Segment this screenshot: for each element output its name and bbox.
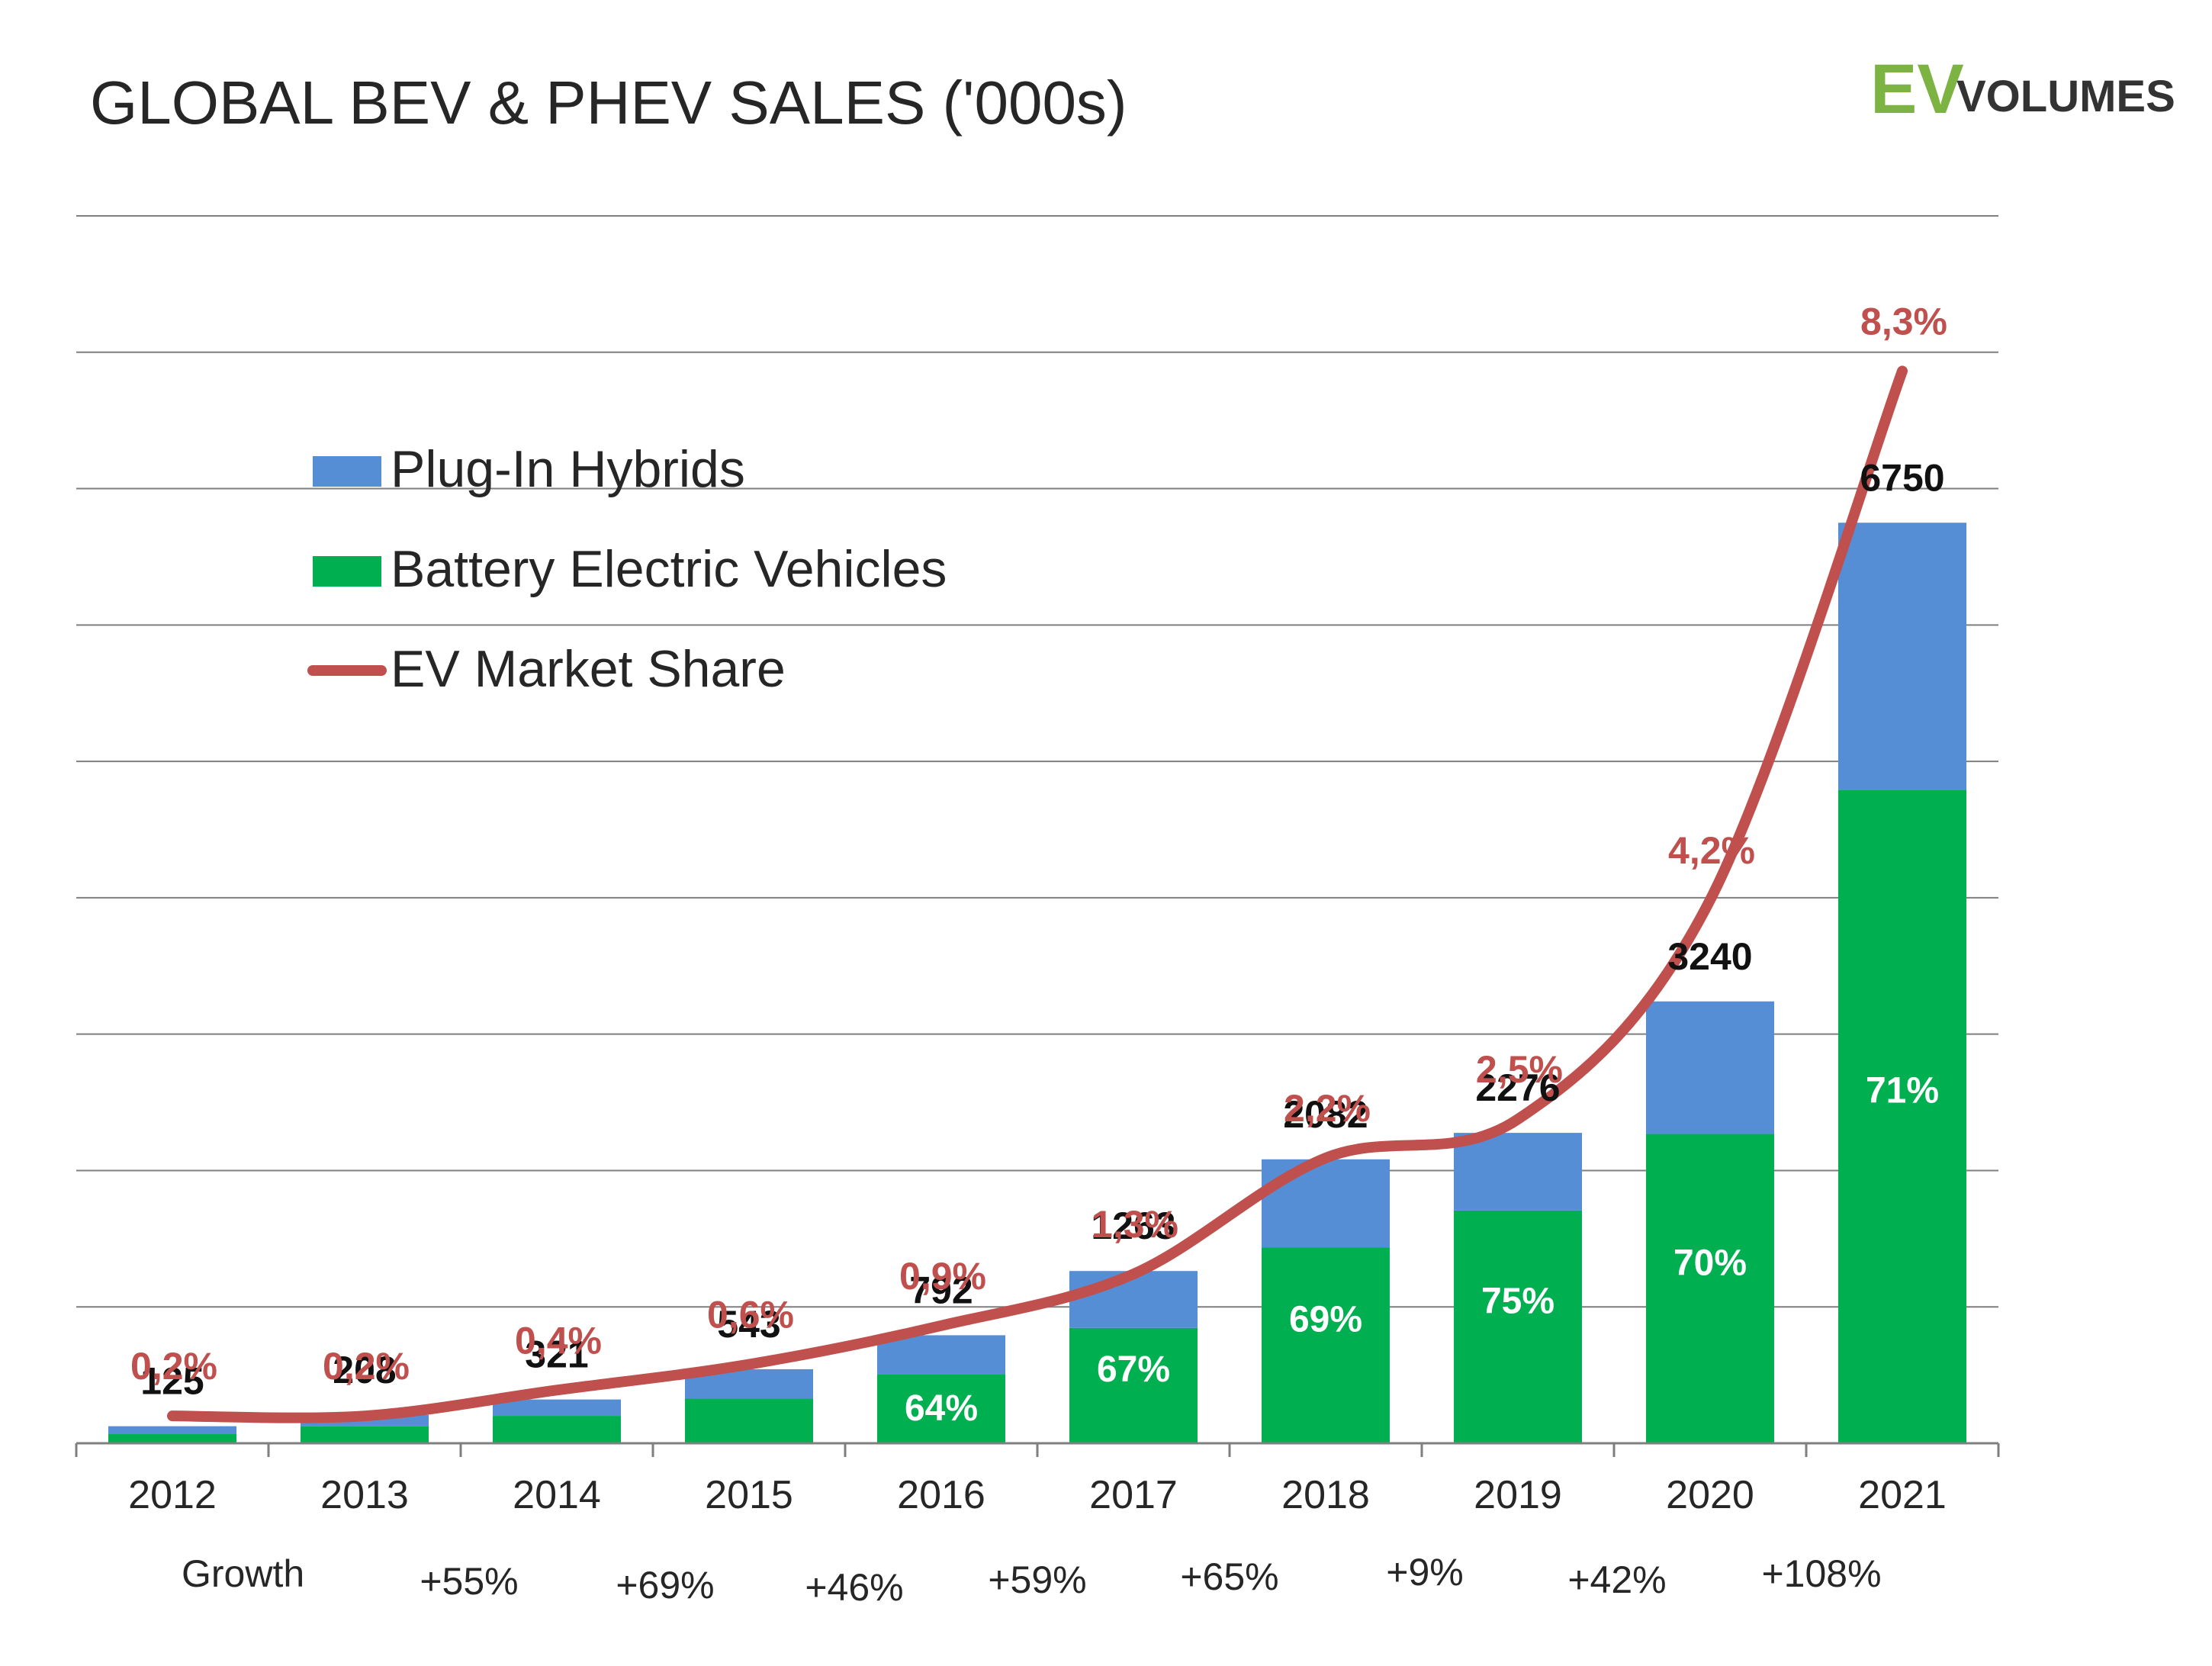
- market-share-line: [167, 365, 1908, 1423]
- bar-bev-2016: [877, 1374, 1005, 1443]
- bar-bev-2015: [685, 1398, 813, 1443]
- legend-swatch-bev: [313, 556, 381, 587]
- x-tick-label: 2013: [320, 1473, 409, 1517]
- total-label: 2276: [1475, 1066, 1560, 1109]
- market-share-label: 1,3%: [1092, 1203, 1178, 1246]
- market-share-label: 0,2%: [323, 1345, 410, 1388]
- gridlines: [76, 215, 1998, 1308]
- total-label: 3240: [1667, 935, 1752, 978]
- x-tick-label: 2014: [513, 1473, 601, 1517]
- bar-bev-2021: [1838, 790, 1966, 1443]
- bar-bev-2019: [1454, 1210, 1582, 1443]
- total-label: 1263: [1091, 1204, 1175, 1247]
- total-label: 125: [140, 1360, 204, 1403]
- x-axis: 2012 2013 2014 2015 2016 2017 2018 2019 2020 2021: [75, 1442, 2000, 1517]
- x-tick-label: 2012: [128, 1473, 217, 1517]
- total-label: 543: [717, 1303, 780, 1346]
- logo-ev-text: EV: [1870, 50, 1964, 128]
- bar-bev-2012: [108, 1434, 236, 1443]
- bar-phev-2017: [1069, 1271, 1198, 1328]
- total-label: 6750: [1860, 456, 1944, 499]
- chart-title: GLOBAL BEV & PHEV SALES ('000s): [90, 69, 1127, 137]
- total-label: 321: [525, 1333, 588, 1376]
- growth-value: +42%: [1567, 1558, 1666, 1601]
- legend: Plug-In Hybrids Battery Electric Vehicle…: [307, 440, 947, 698]
- bev-share-label: 64%: [905, 1388, 978, 1429]
- growth-value: +59%: [988, 1558, 1086, 1601]
- market-share-label: 4,2%: [1668, 829, 1755, 872]
- bar-phev-2019: [1454, 1133, 1582, 1211]
- market-share-series-line: [167, 365, 1908, 1423]
- total-label: 792: [909, 1269, 973, 1311]
- total-label: 208: [333, 1349, 396, 1391]
- bev-share-label: 67%: [1097, 1349, 1170, 1390]
- growth-row-label: Growth: [182, 1552, 304, 1595]
- legend-label-market-share: EV Market Share: [391, 640, 786, 698]
- market-share-label: 0,4%: [515, 1319, 602, 1362]
- logo-volumes-text: VOLUMES: [1956, 72, 2175, 121]
- ev-volumes-logo: EV VOLUMES: [1870, 50, 2175, 128]
- growth-value: +69%: [616, 1564, 714, 1606]
- market-share-label: 2,2%: [1284, 1087, 1371, 1130]
- x-tick-label: 2021: [1858, 1473, 1947, 1517]
- growth-value: +65%: [1180, 1555, 1278, 1598]
- bar-phev-2012: [108, 1426, 236, 1435]
- growth-value: +46%: [805, 1566, 903, 1609]
- bev-share-label: 69%: [1289, 1300, 1362, 1340]
- bar-bev-2017: [1069, 1327, 1198, 1443]
- market-share-label: 0,2%: [130, 1345, 217, 1388]
- bar-bev-2018: [1262, 1247, 1390, 1443]
- x-tick-label: 2019: [1474, 1473, 1562, 1517]
- bar-phev-2018: [1262, 1159, 1390, 1248]
- bev-share-label: 70%: [1673, 1243, 1747, 1283]
- bar-phev-2020: [1646, 1001, 1774, 1134]
- bev-share-label: 71%: [1866, 1071, 1939, 1111]
- growth-row: Growth +55% +69% +46% +59% +65% +9% +42% +108%: [182, 1551, 1882, 1609]
- bar-phev-2016: [877, 1335, 1005, 1375]
- market-share-label: 0,6%: [707, 1294, 794, 1336]
- growth-value: +108%: [1761, 1552, 1881, 1595]
- bar-phev-2021: [1838, 523, 1966, 790]
- legend-label-bev: Battery Electric Vehicles: [391, 540, 947, 598]
- growth-value: +55%: [420, 1560, 518, 1603]
- bar-bev-2014: [493, 1416, 621, 1443]
- bar-bev-2020: [1646, 1134, 1774, 1443]
- legend-label-phev: Plug-In Hybrids: [391, 440, 745, 498]
- legend-swatch-phev: [313, 456, 381, 487]
- x-tick-label: 2018: [1281, 1473, 1370, 1517]
- bar-bev-2013: [301, 1426, 429, 1443]
- x-tick-label: 2016: [897, 1473, 985, 1517]
- growth-value: +9%: [1386, 1551, 1463, 1594]
- x-tick-label: 2017: [1089, 1473, 1178, 1517]
- bar-phev-2014: [493, 1399, 621, 1417]
- market-share-label: 8,3%: [1860, 300, 1947, 343]
- x-tick-label: 2020: [1666, 1473, 1754, 1517]
- total-label: 2082: [1283, 1093, 1368, 1136]
- x-tick-label: 2015: [705, 1473, 793, 1517]
- bev-share-label: 75%: [1481, 1281, 1555, 1321]
- market-share-label: 2,5%: [1476, 1048, 1563, 1091]
- market-share-label: 0,9%: [899, 1255, 986, 1298]
